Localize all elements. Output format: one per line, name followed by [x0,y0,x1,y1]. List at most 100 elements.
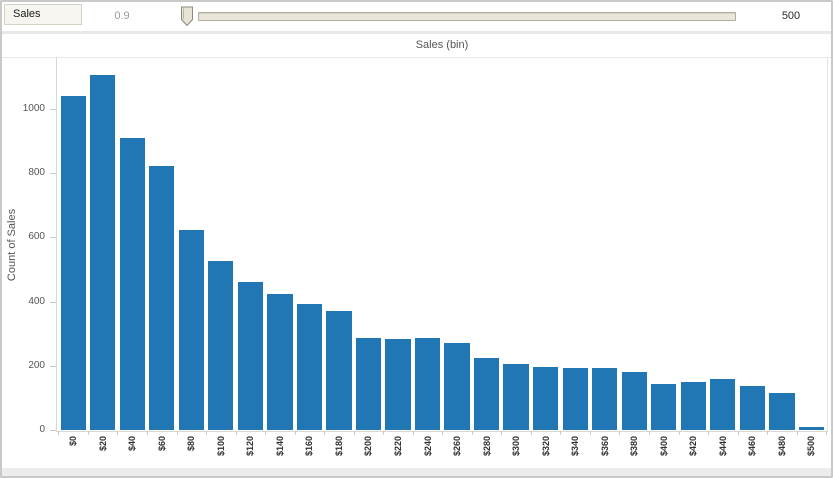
slider-track[interactable] [198,12,736,21]
histogram-bar[interactable] [149,166,175,430]
x-tick [649,431,650,435]
x-tick-label: $180 [326,436,351,476]
x-tick-label: $0 [61,436,86,476]
histogram-bar[interactable] [739,385,765,430]
y-tick [50,173,56,175]
x-tick [501,431,503,435]
histogram-bar[interactable] [532,367,559,430]
x-tick-label: $500 [799,436,824,476]
x-tick-label: $60 [149,436,174,476]
histogram-bar[interactable] [562,368,588,430]
x-tick-label-text: $380 [629,436,640,457]
x-tick-label: $100 [208,436,233,476]
histogram-bar[interactable] [503,363,529,430]
histogram-bar[interactable] [414,337,441,430]
x-tick-label-text: $360 [599,436,610,457]
histogram-bar[interactable] [651,384,677,430]
histogram-bar[interactable] [444,343,470,430]
x-tick-label: $240 [415,436,440,476]
y-tick [50,301,56,303]
histogram-bar[interactable] [592,367,618,430]
histogram-bar[interactable] [621,371,647,430]
histogram-bar[interactable] [237,282,263,430]
x-tick [87,431,89,435]
x-tick [383,431,385,435]
x-tick-label: $460 [740,436,765,476]
y-tick-label: 800 [28,167,45,179]
x-tick-label: $140 [267,436,292,476]
y-tick [50,365,56,367]
x-tick [206,431,208,435]
x-tick-label: $480 [769,436,794,476]
x-tick [412,431,414,435]
x-tick-label-text: $200 [363,436,374,457]
histogram-bar[interactable] [119,137,145,430]
x-tick-label-text: $220 [392,436,403,457]
x-tick [530,431,532,435]
filter-min-value: 0.9 [114,10,130,22]
histogram-bar[interactable] [385,339,411,430]
histogram-bar[interactable] [267,293,293,430]
histogram-bar[interactable] [178,230,204,430]
x-tick [767,431,769,435]
x-tick [678,431,680,435]
histogram-bar[interactable] [90,75,116,430]
x-tick-label-text: $20 [97,436,108,452]
x-tick [58,431,60,435]
x-tick [442,431,444,435]
histogram-bar[interactable] [710,378,736,430]
plot-pane: 0 200 400 600 800 1000 $0 $20 $40 $60 $80 $100 $120 $… [23,57,828,456]
x-tick-label-text: $180 [333,436,344,457]
chart-area: Sales (bin) Count of Sales 0 200 400 600 800… [2,34,831,468]
title-divider [2,57,831,58]
histogram-bar[interactable] [769,392,795,430]
x-tick-label-text: $240 [422,436,433,457]
histogram-bar[interactable] [680,381,706,430]
histogram-bar[interactable] [355,337,382,430]
x-tick [826,431,828,435]
x-tick-label-text: $420 [688,436,699,457]
x-tick-label-text: $60 [156,436,167,452]
x-tick [708,431,710,435]
x-tick-label-text: $80 [186,436,197,452]
filter-bar: Sales 0.9 500 [2,2,831,34]
histogram-bar[interactable] [798,427,825,430]
histogram-bar[interactable] [326,310,352,430]
y-tick-label: 400 [28,295,45,307]
x-tick-label-text: $260 [452,436,463,457]
x-tick-label-text: $100 [215,436,226,457]
filter-field-label: Sales [13,8,41,20]
histogram-bar[interactable] [60,96,86,430]
x-tick [294,431,296,435]
x-tick [117,431,119,435]
filter-max-value: 500 [781,10,801,22]
histogram-bar[interactable] [208,260,234,430]
y-tick-label: 1000 [22,103,45,114]
histogram-bar[interactable] [296,303,323,430]
x-tick [589,431,591,435]
x-tick [265,431,267,435]
histogram-bar[interactable] [473,358,500,430]
x-tick-label: $40 [120,436,145,476]
x-tick-label-text: $0 [68,436,79,447]
filter-field-button[interactable]: Sales [4,4,82,25]
x-tick-label: $260 [444,436,469,476]
x-tick [176,431,178,435]
x-tick-label-text: $320 [540,436,551,457]
x-tick-label: $420 [681,436,706,476]
slider-handle[interactable] [178,5,196,33]
x-tick-label: $20 [90,436,115,476]
y-tick-label: 600 [28,231,45,243]
x-tick-label: $120 [238,436,263,476]
x-tick-label: $440 [710,436,735,476]
x-tick [737,431,739,435]
y-tick [50,109,56,110]
x-tick-label: $380 [622,436,647,476]
x-tick-label-text: $500 [806,436,817,457]
x-tick [560,431,562,435]
x-tick-label-text: $300 [511,436,522,457]
x-tick [324,431,326,435]
slider-handle-icon [181,6,193,27]
x-tick-label: $80 [179,436,204,476]
